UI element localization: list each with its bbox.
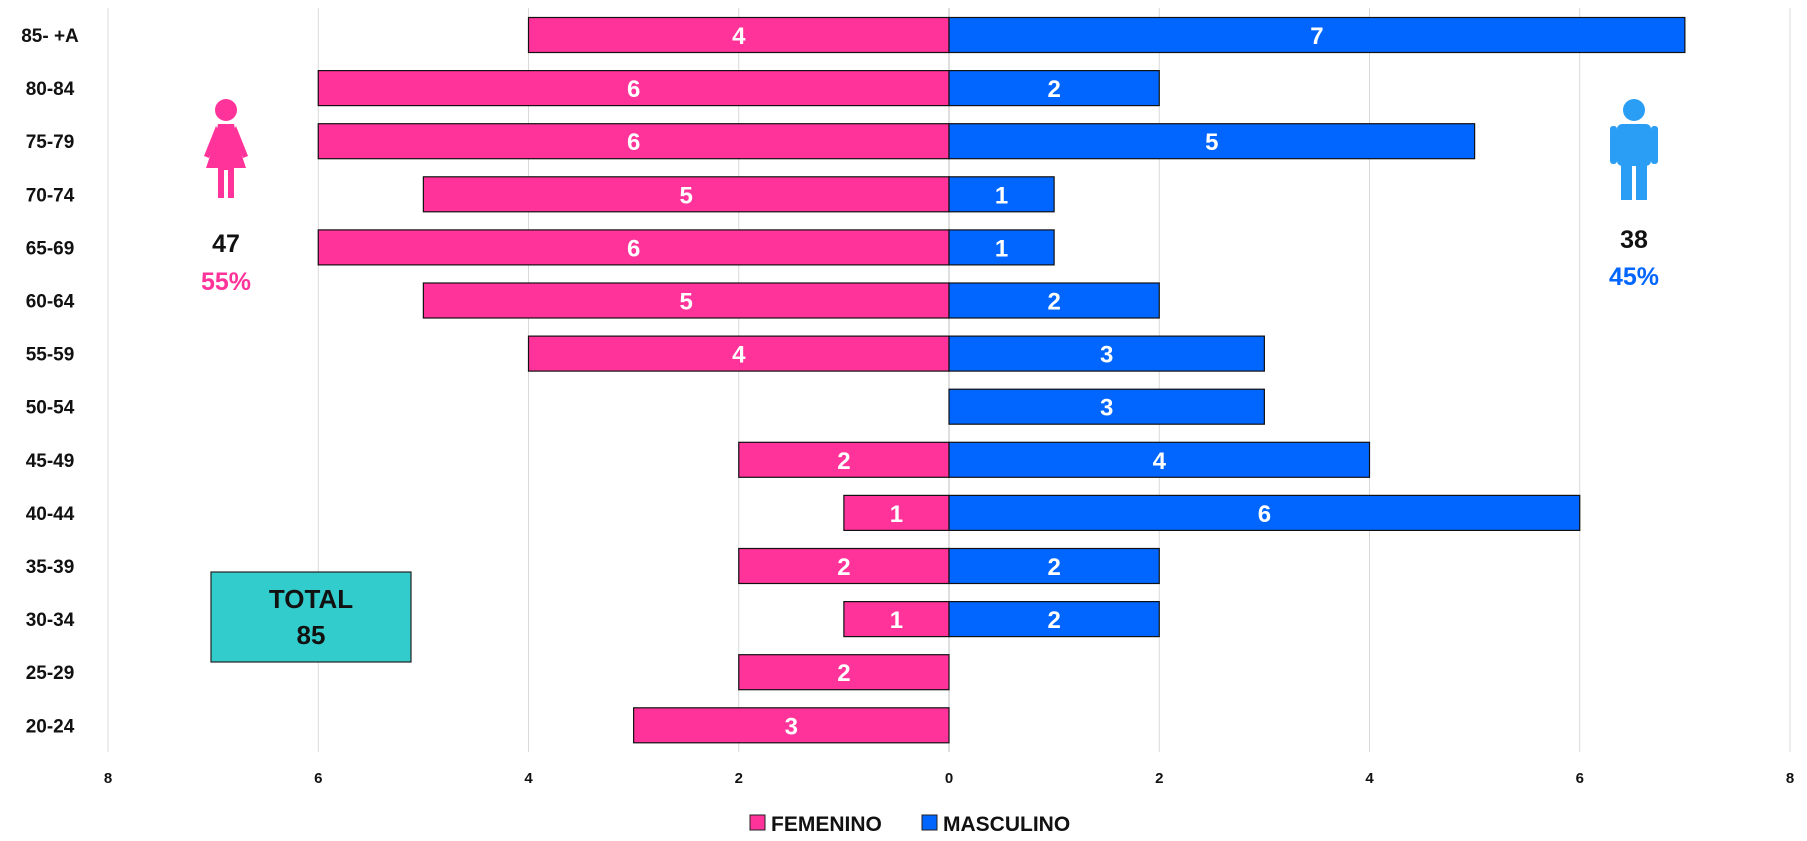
legend-swatch-femenino (749, 814, 766, 831)
legend-label-femenino: FEMENINO (771, 813, 882, 836)
bar-femenino (422, 176, 950, 213)
category-label: 80-84 (26, 79, 75, 100)
bar-value-label: 3 (1100, 395, 1113, 422)
bar-value-label: 6 (1258, 501, 1271, 528)
bar-value-label: 5 (680, 182, 693, 209)
bar-femenino (843, 494, 950, 531)
category-label: 40-44 (26, 504, 75, 525)
category-label: 50-54 (26, 398, 75, 419)
bar-femenino (422, 282, 950, 319)
bar-value-label: 4 (732, 23, 746, 50)
category-label: 30-34 (26, 610, 75, 631)
bar-masculino (948, 282, 1160, 319)
male-percent: 45% (1609, 263, 1659, 291)
x-tick-label: 6 (314, 770, 322, 787)
bar-value-label: 6 (627, 129, 640, 156)
bar-value-label: 1 (995, 182, 1008, 209)
bar-masculino (948, 69, 1160, 107)
category-label: 35-39 (26, 557, 75, 578)
category-label: 55-59 (26, 345, 75, 366)
bar-value-label: 2 (1047, 554, 1060, 581)
category-label: 60-64 (26, 292, 75, 313)
bar-value-label: 7 (1310, 23, 1323, 50)
bar-femenino (527, 335, 950, 372)
total-box: TOTAL 85 (210, 571, 412, 663)
bar-value-label: 2 (1047, 76, 1060, 103)
category-label: 45-49 (26, 451, 75, 472)
bar-value-label: 3 (1100, 342, 1113, 369)
total-label: TOTAL (269, 584, 353, 614)
bar-value-label: 1 (995, 235, 1008, 262)
total-box-background (210, 571, 412, 663)
x-tick-label: 8 (104, 770, 112, 787)
bar-value-label: 3 (785, 713, 798, 740)
bar-value-label: 6 (627, 76, 640, 103)
bar-masculino (948, 494, 1581, 531)
man-icon (1610, 99, 1658, 200)
category-label: 65-69 (26, 238, 75, 259)
bar-value-label: 4 (732, 342, 746, 369)
bar-value-label: 1 (890, 607, 903, 634)
bar-masculino (948, 600, 1160, 638)
bar-femenino (843, 600, 950, 638)
female-summary: 47 55% (201, 99, 251, 296)
bar-value-label: 5 (1205, 129, 1218, 156)
x-tick-label: 4 (1365, 770, 1374, 787)
category-label: 25-29 (26, 663, 75, 684)
male-summary: 38 45% (1609, 99, 1659, 291)
bar-masculino (948, 229, 1055, 266)
male-count: 38 (1620, 226, 1648, 254)
bar-masculino (948, 123, 1476, 160)
bar-masculino (948, 335, 1265, 372)
bar-masculino (948, 16, 1686, 54)
bar-femenino (738, 441, 950, 478)
bar-value-label: 2 (1047, 607, 1060, 634)
category-label: 75-79 (26, 132, 75, 153)
legend-swatch-masculino (921, 814, 938, 831)
bar-value-label: 2 (837, 660, 850, 687)
labels: 8 6 4 2 0 2 4 6 8 85- +A 80-84 75-79 70-74 65-69 60-64… (21, 23, 1794, 787)
bar-value-label: 4 (1153, 448, 1167, 475)
legend-label-masculino: MASCULINO (943, 813, 1070, 836)
bar-femenino (738, 654, 950, 691)
bar-value-label: 5 (680, 289, 693, 316)
x-tick-label: 2 (1155, 770, 1163, 787)
bar-value-label: 2 (837, 448, 850, 475)
category-label: 85- +A (21, 26, 79, 47)
bar-value-label: 6 (627, 235, 640, 262)
female-count: 47 (212, 230, 240, 258)
bar-masculino (948, 441, 1371, 478)
bar-femenino (317, 123, 950, 160)
bar-masculino (948, 176, 1055, 213)
x-tick-label: 4 (524, 770, 533, 787)
bar-femenino (317, 69, 950, 107)
bar-masculino (948, 388, 1265, 425)
legend: FEMENINO MASCULINO (749, 813, 1070, 836)
bar-value-label: 2 (837, 554, 850, 581)
total-value: 85 (297, 620, 326, 650)
x-tick-label: 6 (1576, 770, 1584, 787)
bar-femenino (738, 547, 950, 585)
category-label: 70-74 (26, 185, 75, 206)
female-percent: 55% (201, 268, 251, 296)
bar-masculino (948, 547, 1160, 585)
x-tick-label: 0 (945, 770, 953, 787)
woman-icon (204, 99, 248, 198)
bar-value-label: 2 (1047, 289, 1060, 316)
category-label: 20-24 (26, 716, 75, 737)
x-tick-label: 8 (1786, 770, 1794, 787)
bar-femenino (317, 229, 950, 266)
bars (317, 16, 1686, 744)
x-tick-label: 2 (735, 770, 743, 787)
bar-femenino (633, 707, 950, 744)
bar-value-label: 1 (890, 501, 903, 528)
